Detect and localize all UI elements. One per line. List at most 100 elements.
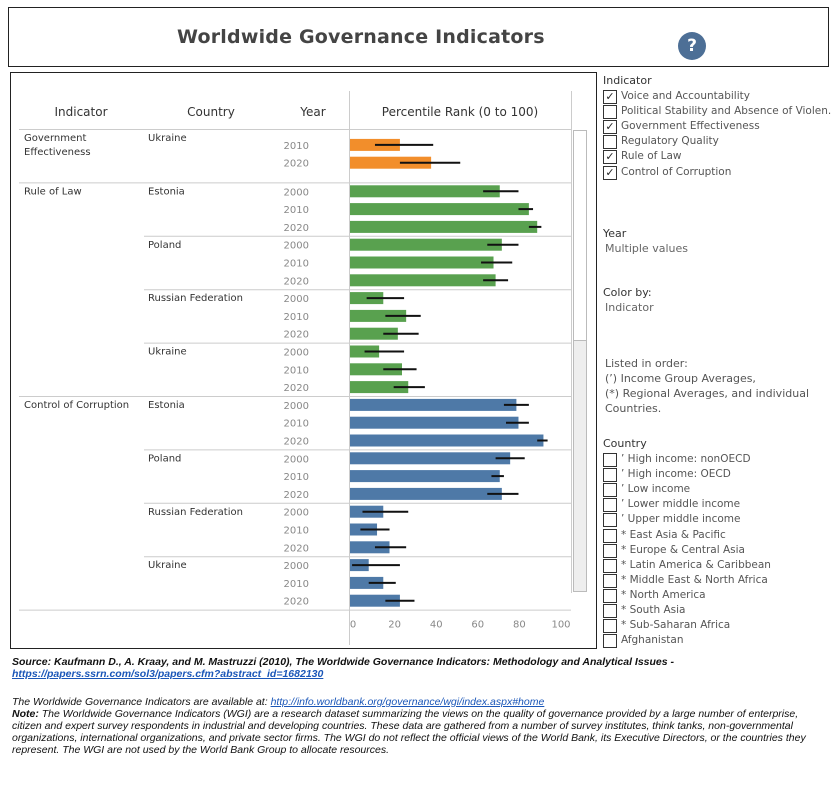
country-option-label: ’ Low income xyxy=(621,483,691,496)
x-tick-label: 80 xyxy=(513,620,526,631)
percentile-bar xyxy=(350,185,500,198)
checkbox[interactable] xyxy=(603,105,617,120)
indicator-label: Government xyxy=(24,133,86,144)
percentile-bar xyxy=(350,274,496,287)
year-label: 2000 xyxy=(284,348,309,359)
indicator-column-header: Indicator xyxy=(54,105,107,119)
percentile-bar xyxy=(350,452,511,465)
year-label: 2020 xyxy=(284,543,309,554)
chart-scrollbar[interactable] xyxy=(573,130,587,592)
dashboard-header: Worldwide Governance Indicators ? xyxy=(8,7,829,67)
note-text: The Worldwide Governance Indicators (WGI… xyxy=(12,708,806,756)
year-label: 2010 xyxy=(284,526,309,537)
x-tick-label: 20 xyxy=(388,620,401,631)
year-label: 2000 xyxy=(284,401,309,412)
country-option[interactable]: ’ Upper middle income xyxy=(603,512,831,528)
disclaimer-note: Note: The Worldwide Governance Indicator… xyxy=(12,708,830,756)
checkbox[interactable] xyxy=(603,498,617,513)
indicator-option[interactable]: Control of Corruption xyxy=(603,165,831,180)
order-note-line: Listed in order: xyxy=(605,357,688,370)
rank-column-header: Percentile Rank (0 to 100) xyxy=(382,105,538,119)
year-column-header: Year xyxy=(299,105,325,119)
checkbox[interactable] xyxy=(603,634,617,649)
country-label: Ukraine xyxy=(148,347,187,358)
year-filter-title: Year xyxy=(603,227,627,240)
year-label: 2010 xyxy=(284,419,309,430)
percentile-bar xyxy=(350,470,500,483)
country-option[interactable]: * Europe & Central Asia xyxy=(603,543,831,558)
country-option[interactable]: * North America xyxy=(603,588,831,603)
country-label: Estonia xyxy=(148,186,185,197)
country-option-label: * North America xyxy=(621,588,706,601)
checkbox[interactable] xyxy=(603,135,617,150)
indicator-option-label: Government Effectiveness xyxy=(621,120,760,133)
indicator-option[interactable]: Government Effectiveness xyxy=(603,119,831,135)
order-note-line: (’) Income Group Averages, xyxy=(605,372,756,385)
source-text: Source: Kaufmann D., A. Kraay, and M. Ma… xyxy=(12,656,675,668)
color-by-value[interactable]: Indicator xyxy=(605,301,654,314)
percentile-bar xyxy=(350,594,400,607)
checkbox[interactable] xyxy=(603,150,617,165)
country-option[interactable]: ’ Low income xyxy=(603,482,831,498)
percentile-bar xyxy=(350,203,529,216)
country-option-label: ’ Upper middle income xyxy=(621,513,741,526)
year-label: 2020 xyxy=(284,597,309,608)
indicator-label: Effectiveness xyxy=(24,147,91,158)
scrollbar-thumb[interactable] xyxy=(574,131,586,341)
year-label: 2020 xyxy=(284,223,309,234)
country-option[interactable]: * Latin America & Caribbean xyxy=(603,558,831,573)
year-label: 2010 xyxy=(284,312,309,323)
order-note-line: Countries. xyxy=(605,402,662,415)
checkbox[interactable] xyxy=(603,165,617,180)
wgi-link[interactable]: http://info.worldbank.org/governance/wgi… xyxy=(270,696,545,708)
indicator-option-label: Control of Corruption xyxy=(621,165,732,178)
checkbox[interactable] xyxy=(603,468,617,483)
percentile-bar xyxy=(350,381,409,394)
country-option[interactable]: * Middle East & North Africa xyxy=(603,573,831,588)
checkbox[interactable] xyxy=(603,543,617,558)
country-option[interactable]: * South Asia xyxy=(603,603,831,618)
country-option[interactable]: ’ High income: nonOECD xyxy=(603,452,831,467)
help-icon[interactable]: ? xyxy=(678,32,706,60)
country-option[interactable]: ’ High income: OECD xyxy=(603,467,831,483)
source-link[interactable]: https://papers.ssrn.com/sol3/papers.cfm?… xyxy=(12,668,324,680)
year-label: 2000 xyxy=(284,508,309,519)
percentile-bar xyxy=(350,416,519,429)
indicator-option[interactable]: Regulatory Quality xyxy=(603,134,831,150)
checkbox[interactable] xyxy=(603,90,617,104)
checkbox[interactable] xyxy=(603,483,617,498)
x-tick-label: 100 xyxy=(551,620,570,631)
percentile-bar xyxy=(350,576,384,589)
indicator-option[interactable]: Voice and Accountability xyxy=(603,89,831,104)
country-option-label: * South Asia xyxy=(621,604,686,616)
footer: Source: Kaufmann D., A. Kraay, and M. Ma… xyxy=(12,656,830,756)
year-filter-value[interactable]: Multiple values xyxy=(605,242,688,255)
checkbox[interactable] xyxy=(603,573,617,588)
year-label: 2020 xyxy=(284,159,309,170)
checkbox[interactable] xyxy=(603,588,617,603)
indicator-option-label: Voice and Accountability xyxy=(621,90,750,102)
country-column-header: Country xyxy=(187,105,235,119)
country-option[interactable]: * Sub-Saharan Africa xyxy=(603,618,831,634)
percentile-bar xyxy=(350,541,390,554)
checkbox[interactable] xyxy=(603,120,617,135)
percentile-bar xyxy=(350,156,432,169)
percentile-bar xyxy=(350,327,398,340)
country-option[interactable]: ’ Lower middle income xyxy=(603,497,831,513)
checkbox[interactable] xyxy=(603,604,617,618)
indicator-option-label: Regulatory Quality xyxy=(621,135,719,148)
country-option[interactable]: * East Asia & Pacific xyxy=(603,528,831,543)
year-label: 2000 xyxy=(284,294,309,305)
x-tick-label: 60 xyxy=(471,620,484,631)
indicator-option[interactable]: Political Stability and Absence of Viole… xyxy=(603,104,831,120)
year-label: 2010 xyxy=(284,472,309,483)
checkbox[interactable] xyxy=(603,513,617,528)
percentile-bar xyxy=(350,398,517,411)
checkbox[interactable] xyxy=(603,558,617,573)
country-option[interactable]: Afghanistan xyxy=(603,633,831,649)
checkbox[interactable] xyxy=(603,528,617,543)
checkbox[interactable] xyxy=(603,619,617,634)
checkbox[interactable] xyxy=(603,453,617,467)
percentile-bar xyxy=(350,256,494,269)
indicator-option[interactable]: Rule of Law xyxy=(603,149,831,165)
